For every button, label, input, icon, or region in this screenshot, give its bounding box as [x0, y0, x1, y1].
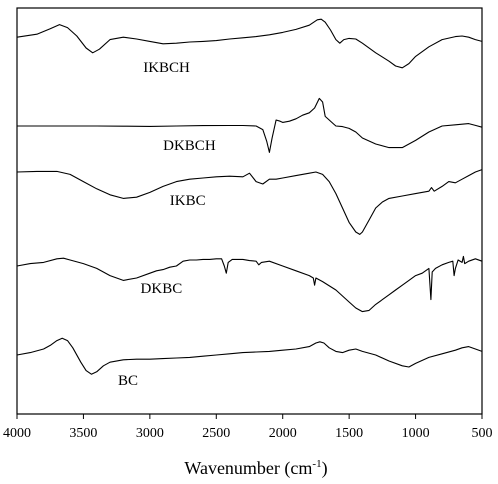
x-axis-ticks: 4000 3500 3000 2500 2000 1500 1000 500: [3, 414, 493, 441]
x-tick-label-2500: 2500: [202, 426, 230, 441]
x-axis-title-main: Wavenumber (cm: [184, 458, 312, 479]
x-tick-label-1000: 1000: [402, 426, 430, 441]
spectra: [16, 18, 483, 375]
x-axis-title-close: ): [322, 458, 328, 479]
spectrum-dkbc: [16, 255, 483, 313]
series-label-ikbch: IKBCH: [143, 60, 190, 76]
x-axis-title-superscript: -1: [312, 458, 321, 470]
series-label-bc: BC: [118, 373, 138, 389]
x-axis-title: Wavenumber (cm-1): [184, 458, 327, 479]
series-label-ikbc: IKBC: [170, 193, 206, 209]
plot-frame: [16, 7, 483, 415]
x-tick-label-1500: 1500: [335, 426, 363, 441]
series-label-dkbc: DKBC: [141, 281, 183, 297]
x-tick-label-500: 500: [472, 426, 493, 441]
spectrum-dkbch: [17, 97, 483, 153]
series-labels: IKBCH DKBCH IKBC DKBC BC: [118, 60, 216, 389]
spectrum-bc: [16, 337, 483, 375]
x-tick-label-3500: 3500: [69, 426, 97, 441]
spectrum-ikbc: [16, 169, 483, 235]
x-tick-label-3000: 3000: [136, 426, 164, 441]
x-tick-label-4000: 4000: [3, 426, 31, 441]
spectrum-ikbch: [16, 18, 483, 69]
x-tick-label-2000: 2000: [269, 426, 297, 441]
series-label-dkbch: DKBCH: [163, 138, 216, 154]
